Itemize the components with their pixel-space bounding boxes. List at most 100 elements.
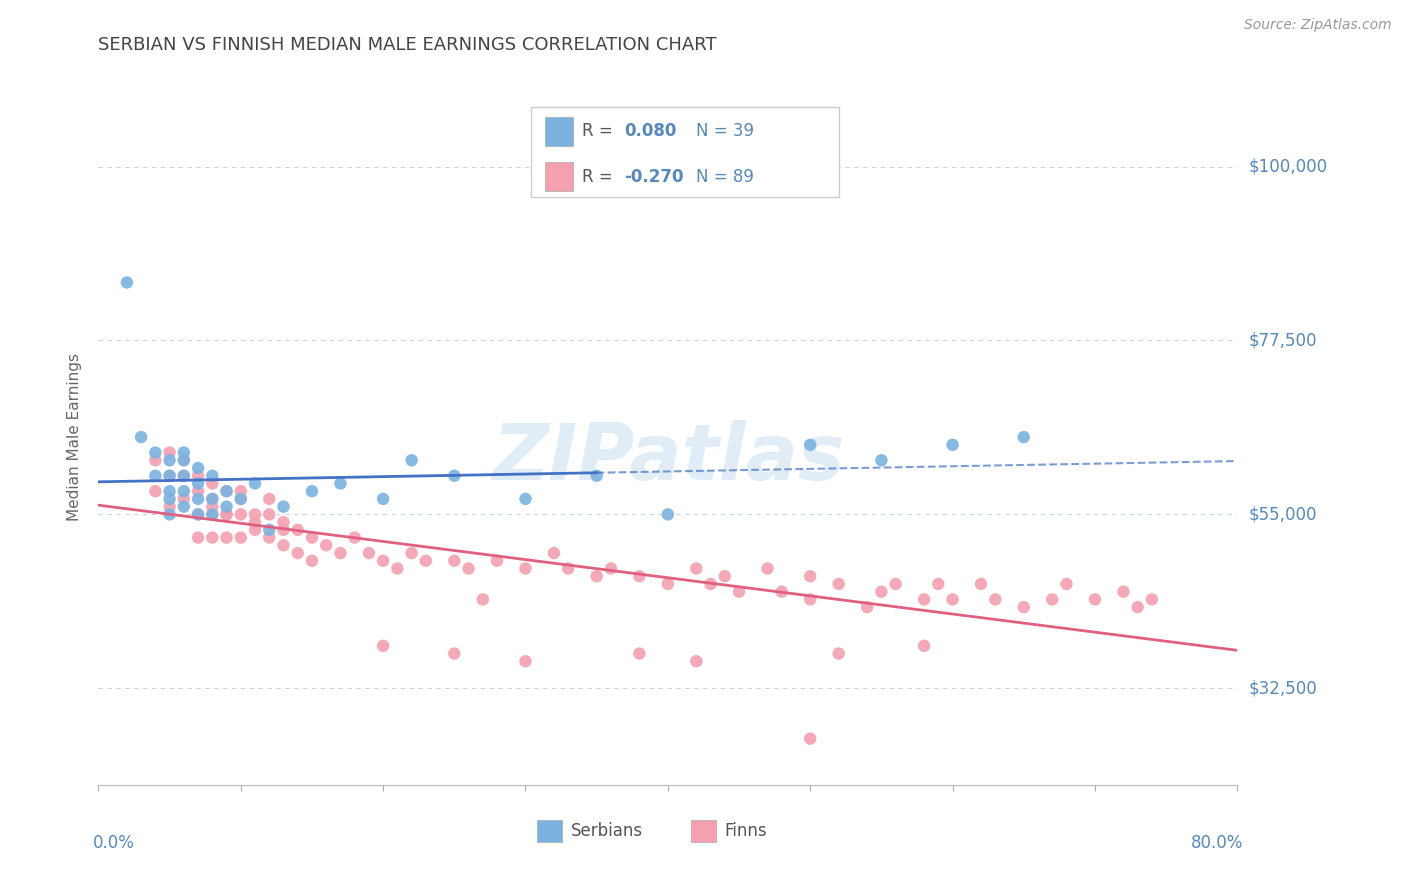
Point — [1040, 592, 1063, 607]
Point — [628, 647, 651, 661]
FancyBboxPatch shape — [546, 117, 574, 146]
Text: R =: R = — [582, 168, 619, 186]
FancyBboxPatch shape — [537, 820, 562, 842]
Point — [471, 592, 494, 607]
Point — [585, 468, 607, 483]
Text: 80.0%: 80.0% — [1191, 834, 1243, 852]
Point — [1126, 600, 1149, 615]
Point — [301, 484, 323, 499]
Point — [585, 569, 607, 583]
Point — [259, 531, 281, 545]
Point — [942, 592, 965, 607]
Point — [799, 731, 821, 746]
Text: $32,500: $32,500 — [1249, 680, 1317, 698]
Text: $77,500: $77,500 — [1249, 332, 1317, 350]
Text: 0.0%: 0.0% — [93, 834, 135, 852]
Point — [145, 445, 167, 459]
Point — [215, 484, 238, 499]
Point — [145, 453, 167, 467]
Point — [828, 577, 851, 591]
Text: R =: R = — [582, 122, 619, 140]
FancyBboxPatch shape — [546, 162, 574, 191]
FancyBboxPatch shape — [531, 106, 839, 197]
Point — [699, 577, 721, 591]
Point — [115, 276, 138, 290]
Point — [273, 515, 295, 529]
Point — [229, 491, 252, 506]
FancyBboxPatch shape — [690, 820, 716, 842]
Point — [173, 453, 195, 467]
Point — [201, 491, 224, 506]
Point — [387, 561, 409, 575]
Point — [243, 515, 266, 529]
Point — [685, 654, 707, 668]
Point — [373, 554, 395, 568]
Point — [259, 491, 281, 506]
Point — [187, 531, 209, 545]
Point — [1112, 584, 1135, 599]
Point — [187, 468, 209, 483]
Point — [443, 468, 465, 483]
Point — [159, 508, 181, 522]
Point — [229, 484, 252, 499]
Point — [173, 468, 195, 483]
Point — [1056, 577, 1078, 591]
Point — [970, 577, 993, 591]
Point — [315, 538, 337, 552]
Text: N = 89: N = 89 — [696, 168, 754, 186]
Point — [557, 561, 579, 575]
Text: Finns: Finns — [725, 822, 768, 840]
Point — [201, 468, 224, 483]
Point — [515, 561, 537, 575]
Point — [159, 453, 181, 467]
Text: $100,000: $100,000 — [1249, 158, 1327, 176]
Point — [301, 531, 323, 545]
Point — [287, 546, 309, 560]
Point — [628, 569, 651, 583]
Point — [201, 491, 224, 506]
Point — [401, 453, 423, 467]
Point — [173, 491, 195, 506]
Point — [229, 508, 252, 522]
Point — [799, 592, 821, 607]
Point — [515, 654, 537, 668]
Point — [145, 468, 167, 483]
Point — [287, 523, 309, 537]
Point — [685, 561, 707, 575]
Point — [515, 491, 537, 506]
Point — [600, 561, 623, 575]
Point — [543, 546, 565, 560]
Point — [229, 491, 252, 506]
Point — [415, 554, 437, 568]
Point — [457, 561, 479, 575]
Point — [145, 484, 167, 499]
Point — [159, 491, 181, 506]
Point — [259, 523, 281, 537]
Point — [856, 600, 879, 615]
Point — [173, 484, 195, 499]
Point — [229, 531, 252, 545]
Point — [273, 500, 295, 514]
Point — [273, 523, 295, 537]
Point — [401, 546, 423, 560]
Point — [799, 569, 821, 583]
Point — [828, 647, 851, 661]
Point — [215, 531, 238, 545]
Point — [373, 639, 395, 653]
Point — [201, 531, 224, 545]
Point — [187, 476, 209, 491]
Point — [443, 554, 465, 568]
Point — [187, 491, 209, 506]
Point — [173, 500, 195, 514]
Point — [1140, 592, 1163, 607]
Point — [912, 639, 935, 653]
Point — [343, 531, 366, 545]
Point — [187, 461, 209, 475]
Point — [912, 592, 935, 607]
Text: Source: ZipAtlas.com: Source: ZipAtlas.com — [1244, 18, 1392, 32]
Point — [373, 491, 395, 506]
Point — [187, 508, 209, 522]
Point — [870, 453, 893, 467]
Text: N = 39: N = 39 — [696, 122, 755, 140]
Point — [329, 476, 352, 491]
